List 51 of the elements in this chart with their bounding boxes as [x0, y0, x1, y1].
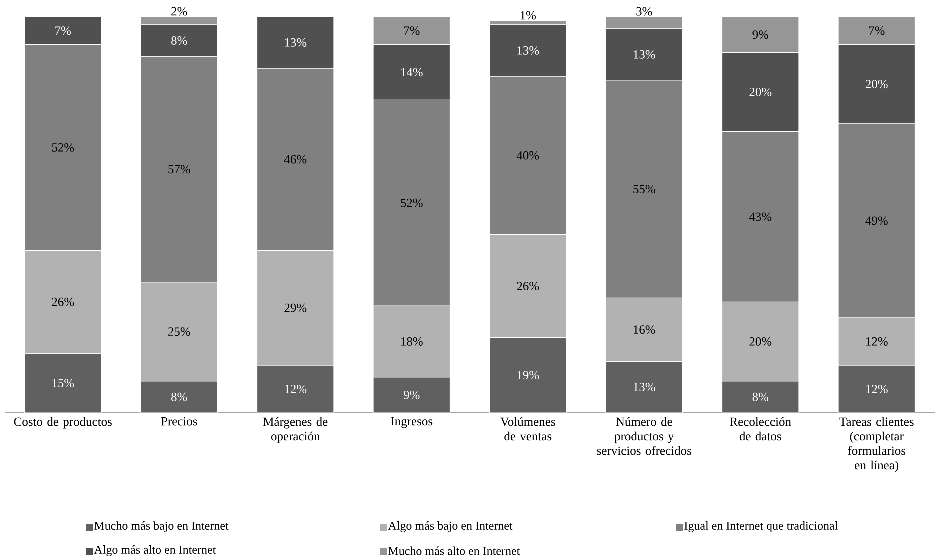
data-label: 52%	[52, 143, 74, 152]
data-label: 9%	[752, 30, 769, 40]
data-label: 13%	[634, 50, 656, 59]
x-tick-label: Recolección de datos	[730, 417, 792, 441]
x-tick-label: Ingresos	[391, 417, 433, 428]
legend-label: Algo más alto en Internet	[94, 546, 216, 556]
x-tick-label: Tareas clientes (completar formularios en línea)	[840, 417, 914, 472]
data-label: 20%	[866, 80, 888, 89]
x-tick-label: Márgenes de operación	[263, 417, 328, 444]
data-label: 16%	[634, 326, 656, 334]
data-label: 25%	[168, 328, 190, 336]
data-label: 8%	[172, 36, 188, 46]
data-label: 13%	[285, 38, 307, 47]
data-label: 26%	[52, 298, 74, 306]
data-label: 13%	[518, 46, 540, 55]
legend-label: Mucho más alto en Internet	[388, 546, 520, 556]
data-label: 18%	[402, 337, 423, 346]
data-label: 12%	[866, 385, 888, 394]
data-label: 3%	[636, 7, 652, 16]
legend-label: Igual en Internet que tradicional	[684, 522, 838, 532]
data-label: 49%	[866, 216, 888, 226]
data-label: 9%	[404, 390, 420, 400]
data-label: 40%	[516, 151, 540, 160]
data-label: 19%	[518, 371, 540, 380]
data-label: 12%	[285, 385, 307, 394]
data-label: 55%	[634, 185, 656, 194]
x-tick-label: Número de productos y servicios ofrecidos	[597, 417, 692, 456]
data-label: 13%	[634, 383, 656, 392]
data-label: 7%	[56, 26, 72, 36]
data-label: 8%	[172, 392, 188, 402]
data-label: 26%	[517, 282, 540, 291]
data-label: 2%	[172, 7, 188, 16]
data-label: 43%	[749, 212, 772, 222]
data-label: 14%	[402, 68, 423, 77]
data-label: 20%	[750, 337, 772, 346]
x-tick-label: Volúmenes de ventas	[500, 417, 556, 441]
legend-label: Algo más bajo en Internet	[388, 522, 513, 532]
x-tick-label: Precios	[161, 417, 198, 426]
data-label: 57%	[168, 165, 190, 174]
data-label: 20%	[750, 88, 772, 96]
data-label: 7%	[869, 26, 885, 36]
data-label: 46%	[284, 155, 307, 164]
data-label: 15%	[52, 379, 74, 388]
data-label: 7%	[404, 26, 420, 36]
data-label: 29%	[284, 304, 307, 312]
data-label: 52%	[401, 198, 423, 208]
legend-label: Mucho más bajo en Internet	[94, 522, 229, 532]
data-label: 1%	[520, 11, 536, 20]
x-tick-label: Costo de productos	[14, 417, 112, 429]
data-label: 8%	[752, 392, 769, 402]
data-label: 12%	[866, 337, 888, 346]
